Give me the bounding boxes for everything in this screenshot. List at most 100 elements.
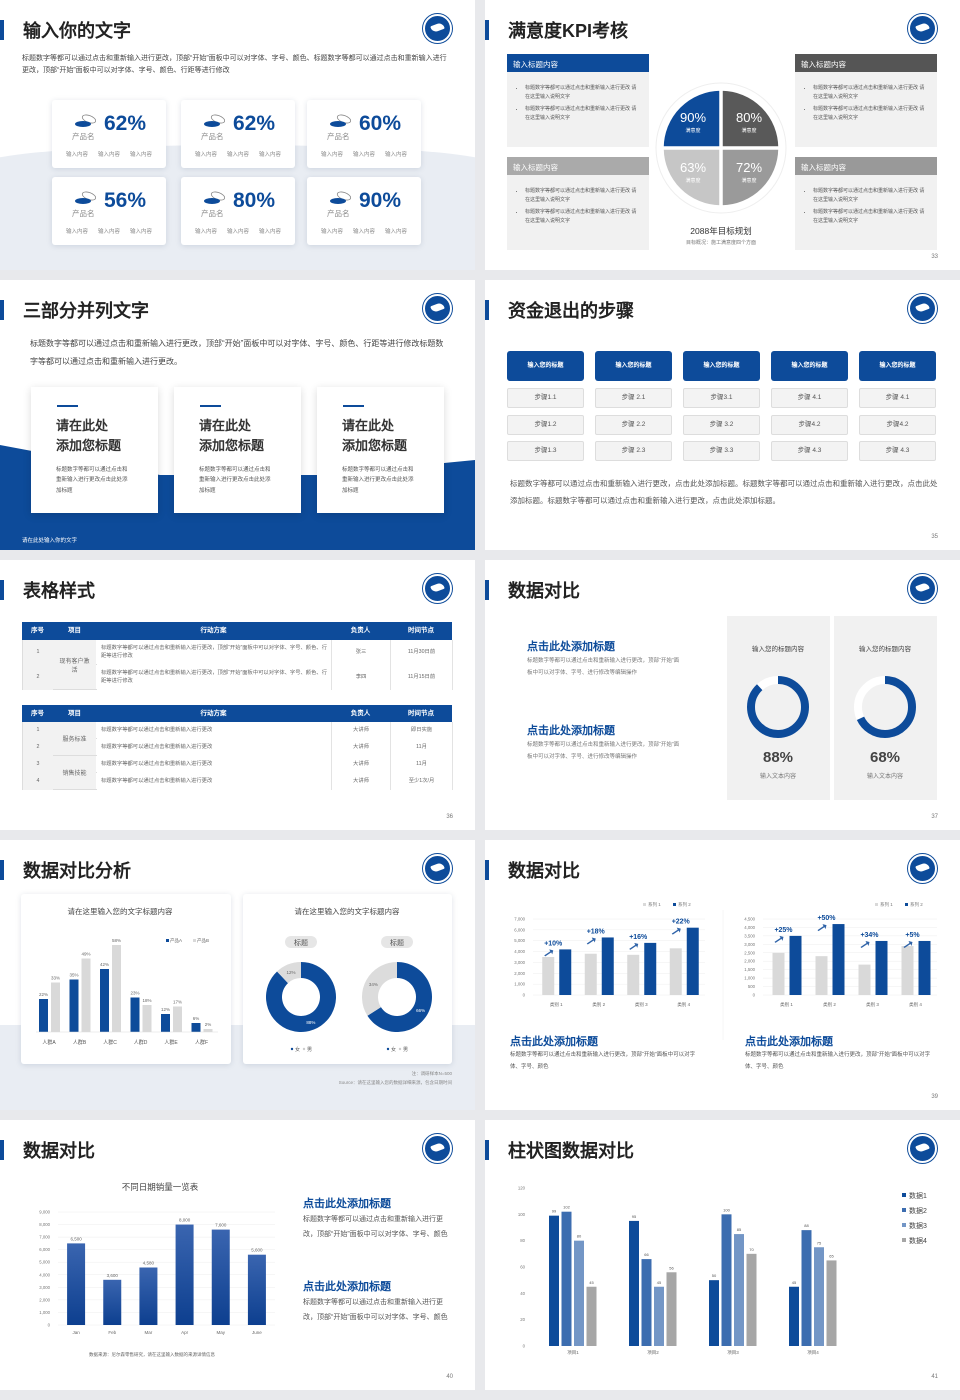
coin-stack-icon xyxy=(203,114,226,127)
box-body: 标题数字等都可以通过点击和重新输入进行更改 请在这里输入说明文字标题数字等都可以… xyxy=(507,72,649,147)
x-tick-label: June xyxy=(252,1330,262,1335)
bullet-text: 标题数字等都可以通过点击和重新输入进行更改 请在这里输入说明文字 xyxy=(813,84,927,102)
coin-stack-icon xyxy=(329,191,352,204)
step-box[interactable]: 步骤 4.1 xyxy=(771,388,848,408)
bullet-text: 标题数字等都可以通过点击和重新输入进行更改 请在这里输入说明文字 xyxy=(813,187,927,205)
table-cell: 标题数字等都可以通过点击和重新输入进行更改 xyxy=(97,739,332,756)
step-box[interactable]: 步骤 2.1 xyxy=(595,388,672,408)
x-tick-label: 类别 2 xyxy=(592,1001,605,1008)
legend-label: 女 xyxy=(295,1046,300,1053)
pill-label: 标题 xyxy=(294,938,308,947)
step-box[interactable]: 步骤 4.1 xyxy=(859,388,936,408)
growth-label: +50% xyxy=(817,915,836,922)
column-header: 项目 xyxy=(68,627,81,634)
legend-label: 女 xyxy=(391,1046,396,1053)
step-box[interactable]: 步骤 4.3 xyxy=(771,441,848,461)
growth-arrow-icon xyxy=(860,940,870,948)
growth-arrow-icon xyxy=(903,940,913,948)
card-accent-line xyxy=(200,405,221,407)
page-number: 39 xyxy=(931,1094,938,1100)
bar xyxy=(100,969,109,1032)
step-box[interactable]: 步骤 4.3 xyxy=(859,441,936,461)
bar xyxy=(826,1260,837,1346)
input-content-label: 输入内容 xyxy=(353,152,376,158)
step-box[interactable]: 步骤4.2 xyxy=(859,414,936,435)
school-seal-logo-icon xyxy=(908,294,937,323)
card-heading: 添加您标题 xyxy=(342,438,408,453)
group-cell: 服务标准 xyxy=(53,722,96,756)
x-tick-label: 项目3 xyxy=(727,1350,739,1356)
y-tick-label: 2,500 xyxy=(744,950,755,955)
kpi-quadrant xyxy=(662,89,721,148)
bar-data-label: 33% xyxy=(51,976,60,981)
step-column-header[interactable]: 输入您的标题 xyxy=(859,351,936,381)
step-column-header[interactable]: 输入您的标题 xyxy=(683,351,760,381)
step-box[interactable]: 步骤1.3 xyxy=(507,441,584,461)
table-cell: 标题数字等都可以通过点击和重新输入进行更改，顶部“开始”面板中可以对字体、字号、… xyxy=(97,665,332,690)
bar-data-label: 45 xyxy=(792,1280,797,1285)
step-box[interactable]: 步骤 2.2 xyxy=(595,414,672,435)
school-seal-logo-icon xyxy=(423,14,452,43)
bar xyxy=(173,1006,182,1032)
step-box[interactable]: 步骤1.1 xyxy=(507,388,584,408)
step-column-header[interactable]: 输入您的标题 xyxy=(595,351,672,381)
step-box[interactable]: 步骤1.2 xyxy=(507,414,584,435)
product-name: 产品名 xyxy=(327,132,350,141)
table-cell: 大讲师 xyxy=(332,739,391,756)
bar-data-label: 45 xyxy=(657,1280,662,1285)
kpi-quadrant xyxy=(721,89,780,148)
legend-swatch xyxy=(193,939,196,942)
step-box[interactable]: 步骤4.2 xyxy=(771,414,848,435)
step-box[interactable]: 步骤 3.3 xyxy=(683,441,760,461)
bar-data-label: 45 xyxy=(589,1280,594,1285)
bar xyxy=(203,1029,213,1032)
step-box[interactable]: 步骤 3.2 xyxy=(683,414,760,435)
step-box[interactable]: 步骤3.1 xyxy=(683,388,760,408)
section-heading: 点击此处添加标题 xyxy=(745,1036,833,1048)
growth-arrow-icon xyxy=(629,942,639,950)
y-tick-label: 6,000 xyxy=(39,1247,50,1252)
panel-title: 输入您的标题内容 xyxy=(752,644,805,653)
stat-panel xyxy=(834,616,937,800)
step-box[interactable]: 步骤 2.3 xyxy=(595,441,672,461)
table-cell: 大讲师 xyxy=(332,722,391,739)
coin-stack-icon xyxy=(203,191,226,204)
x-tick-label: 人群F xyxy=(195,1039,208,1046)
quadrant-label: 满意度 xyxy=(685,177,700,184)
kpi-quadrant xyxy=(721,148,780,207)
legend-swatch xyxy=(902,1208,906,1212)
table-cell: 标题数字等都可以通过点击和重新输入进行更改 xyxy=(97,773,332,790)
y-tick-label: 8,000 xyxy=(39,1222,50,1227)
bar-data-label: 7,600 xyxy=(215,1223,227,1228)
legend-label: 产品B xyxy=(197,937,209,944)
y-tick-label: 0 xyxy=(523,1344,526,1349)
legend-swatch xyxy=(673,903,676,906)
page-number: 33 xyxy=(931,254,938,260)
bar xyxy=(669,948,682,995)
section-body: 标题数字等都可以通过点击和重新输入进行更改，顶部“开始”面板中可以对字体、字号、… xyxy=(303,1216,448,1238)
bullet-text: 标题数字等都可以通过点击和重新输入进行更改 请在这里输入说明文字 xyxy=(525,84,639,102)
school-seal-logo-icon xyxy=(908,854,937,883)
y-tick-label: 6,000 xyxy=(514,927,525,932)
slide-32: 输入你的文字32标题数字等都可以通过点击和重新输入进行更改，顶部“开始”面板中可… xyxy=(0,0,475,270)
y-tick-label: 4,000 xyxy=(514,949,525,954)
title-accent-bar xyxy=(0,860,4,880)
step-column-header[interactable]: 输入您的标题 xyxy=(507,351,584,381)
title-accent-bar xyxy=(0,580,4,600)
step-column-header[interactable]: 输入您的标题 xyxy=(771,351,848,381)
stat-card: 80% 产品名 输入内容 输入内容 输入内容 xyxy=(181,177,295,245)
table-cell: 大讲师 xyxy=(332,756,391,773)
legend-label: 数据2 xyxy=(909,1206,927,1215)
slide-38: 数据对比分析38请在这里输入您的文字标题内容请在这里输入您的文字标题内容22%3… xyxy=(0,840,475,1110)
growth-arrow-icon xyxy=(586,937,596,945)
bar-data-label: 35% xyxy=(69,973,78,978)
bar-data-label: 66 xyxy=(644,1252,649,1257)
y-tick-label: 40 xyxy=(520,1291,525,1296)
group-cell: 销售技能 xyxy=(53,756,96,790)
bullet-text: 标题数字等都可以通过点击和重新输入进行更改 请在这里输入说明文字 xyxy=(813,208,927,226)
title-accent-bar xyxy=(0,1140,4,1160)
bar xyxy=(211,1229,230,1325)
slide-39: 数据对比 39 0 1,000 2,000 3,000 4,000 5,000 6,000 7,0… xyxy=(485,840,960,1110)
school-seal-logo-icon xyxy=(423,1134,452,1163)
product-name: 产品名 xyxy=(327,209,350,218)
